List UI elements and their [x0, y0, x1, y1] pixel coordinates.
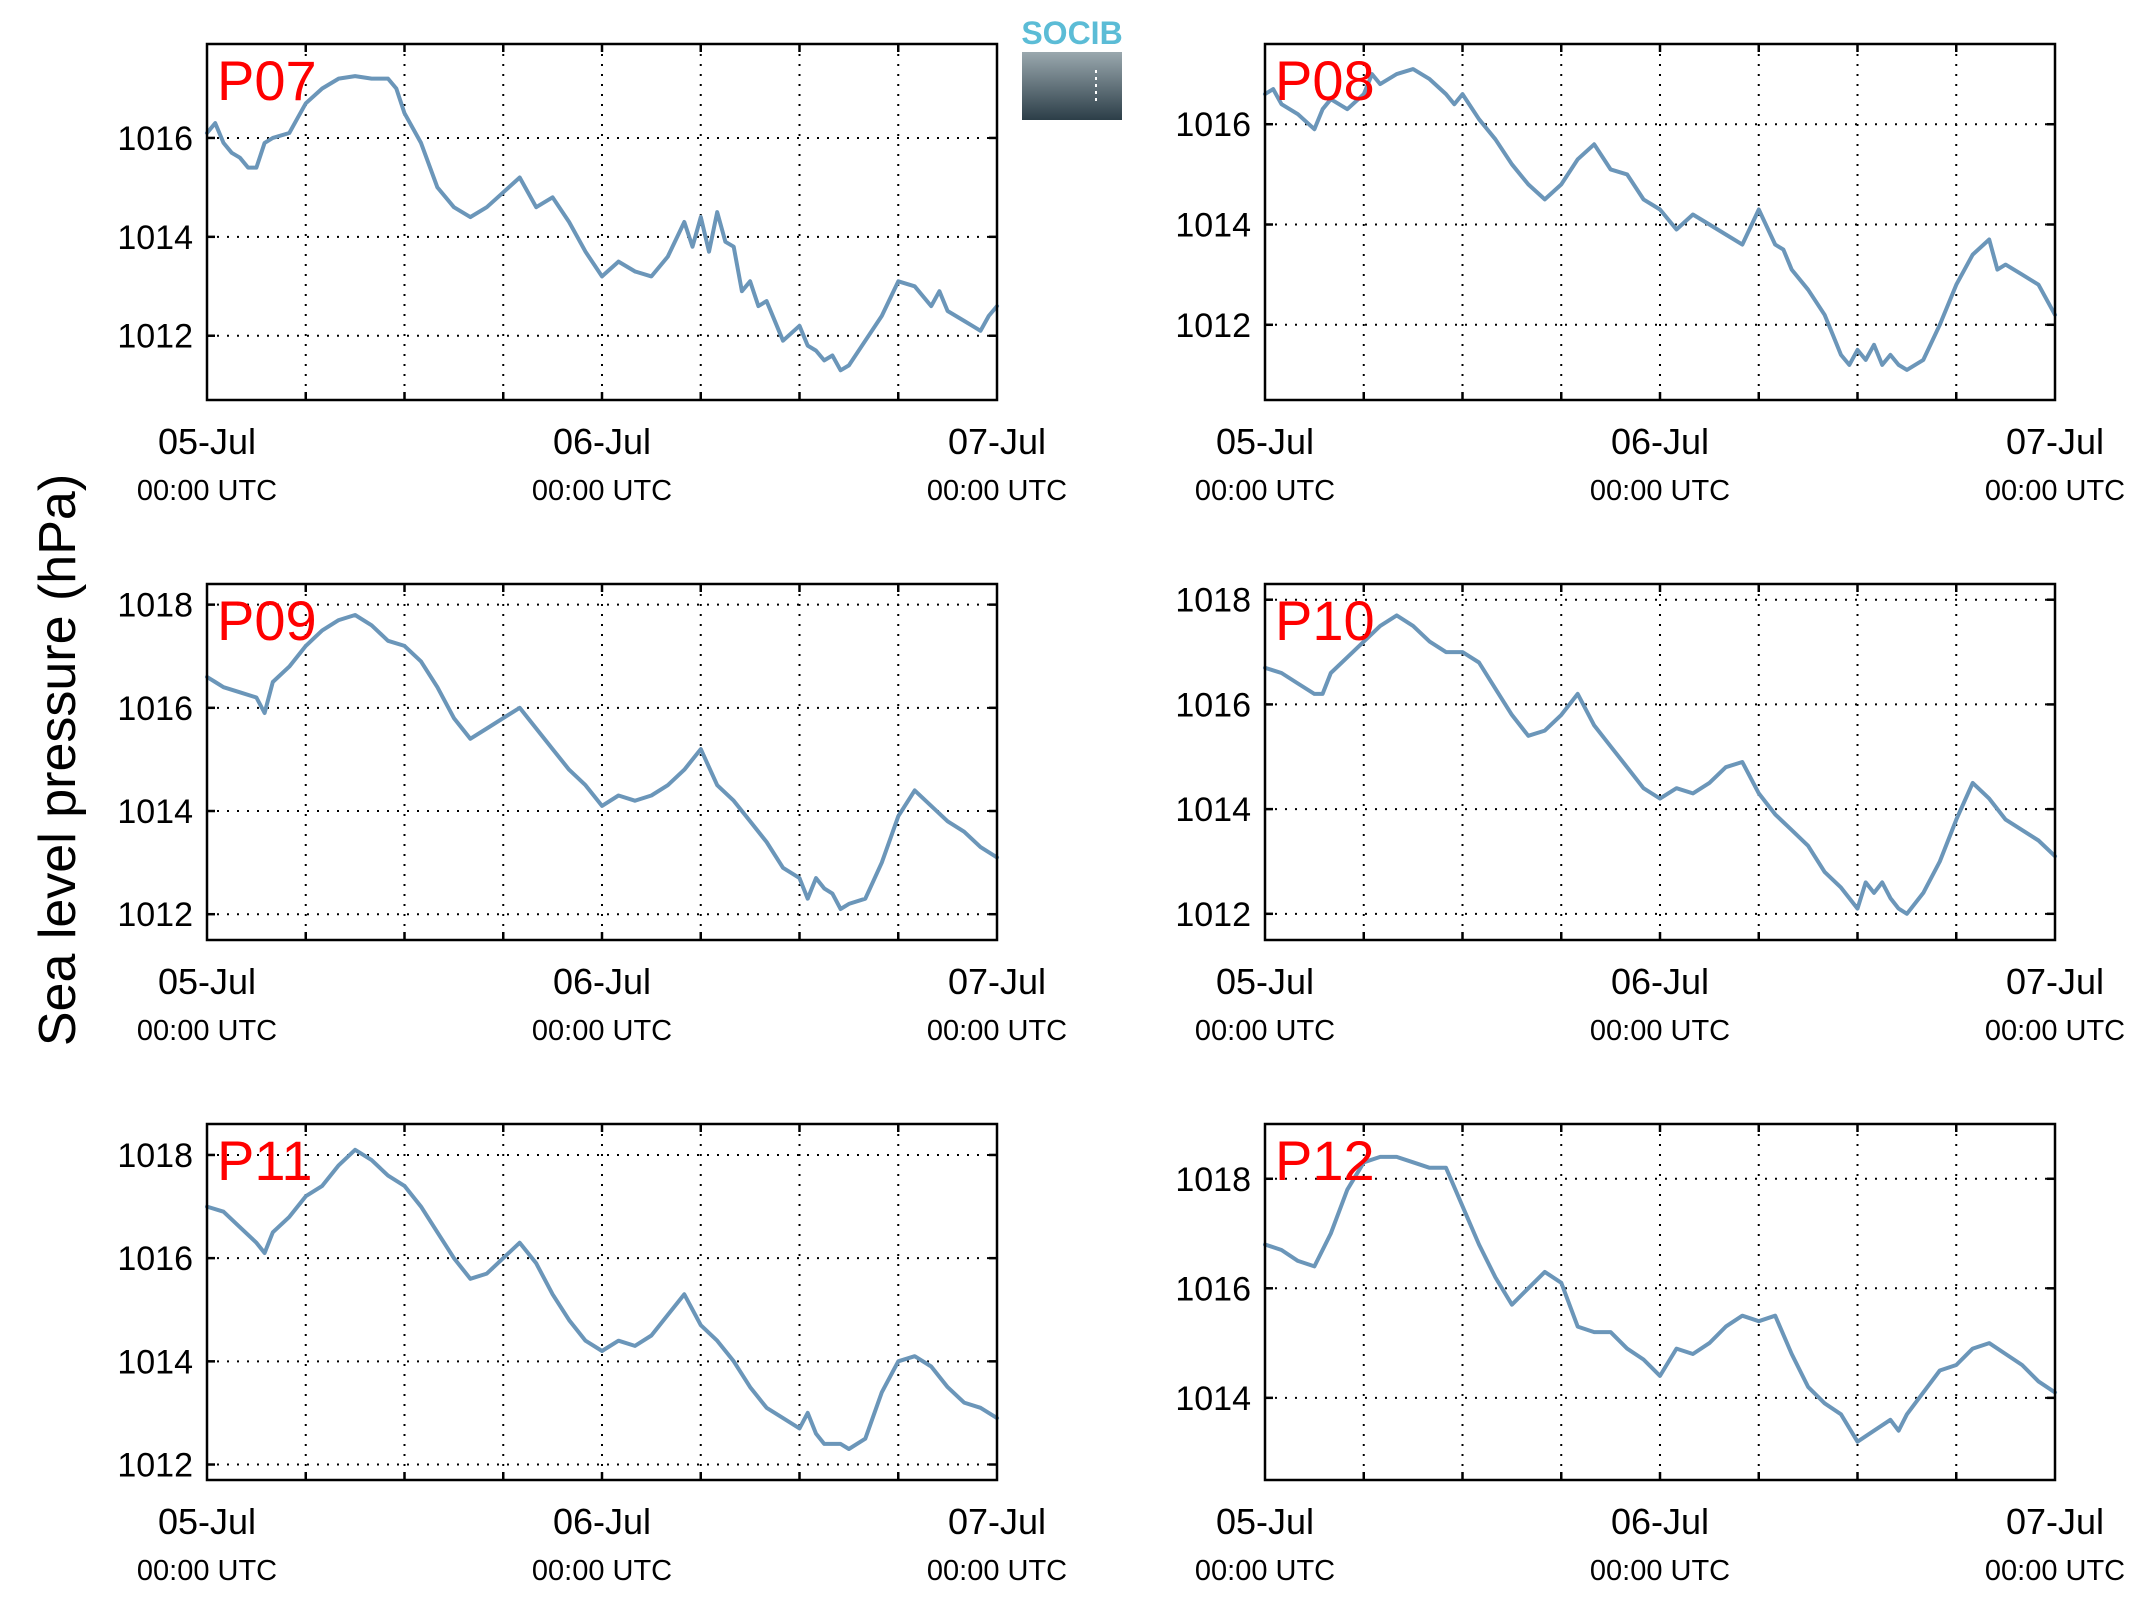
plot-frame	[1263, 42, 2057, 402]
x-tick-time-label: 00:00 UTC	[1195, 1015, 1335, 1047]
y-tick-label: 1014	[1175, 791, 1251, 829]
x-tick-date-label: 07-Jul	[948, 421, 1046, 462]
x-tick-date-label: 06-Jul	[553, 1501, 651, 1542]
y-tick-label: 1012	[1175, 896, 1251, 934]
panel-p10: 1012 1014 1016 1018 05-Jul 00:00 UTC 06-Jul 00:…	[1175, 582, 2125, 1047]
x-tick-date-label: 07-Jul	[948, 961, 1046, 1002]
x-tick-date-label: 07-Jul	[2006, 421, 2104, 462]
plot-frame	[205, 42, 999, 402]
x-tick-time-label: 00:00 UTC	[1985, 1555, 2125, 1587]
x-tick-time-label: 00:00 UTC	[927, 1555, 1067, 1587]
panel-p11: 1012 1014 1016 1018 05-Jul 00:00 UTC 06-Jul 00:…	[117, 1122, 1067, 1587]
y-tick-label: 1014	[1175, 207, 1251, 245]
x-tick-time-label: 00:00 UTC	[1195, 1555, 1335, 1587]
plot-frame	[1263, 582, 2057, 942]
y-tick-label: 1018	[117, 587, 193, 625]
y-tick-label: 1012	[117, 318, 193, 356]
plot-frame	[1263, 1122, 2057, 1482]
pressure-line-p12	[1263, 1154, 2057, 1444]
y-tick-label: 1012	[1175, 307, 1251, 345]
panel-p07: 1012 1014 1016 05-Jul 00:00 UTC 06-Jul 00:00 U…	[117, 42, 1067, 507]
x-tick-date-label: 06-Jul	[1611, 961, 1709, 1002]
x-tick-date-label: 05-Jul	[1216, 1501, 1314, 1542]
x-tick-time-label: 00:00 UTC	[1985, 1015, 2125, 1047]
x-tick-date-label: 06-Jul	[1611, 421, 1709, 462]
y-tick-label: 1016	[1175, 106, 1251, 144]
x-tick-time-label: 00:00 UTC	[1985, 475, 2125, 507]
x-tick-time-label: 00:00 UTC	[137, 475, 277, 507]
y-tick-label: 1018	[1175, 582, 1251, 620]
panel-p09: 1012 1014 1016 1018 05-Jul 00:00 UTC 06-Jul 00:…	[117, 582, 1067, 1047]
y-tick-label: 1014	[117, 219, 193, 257]
station-label: P08	[1275, 49, 1375, 112]
x-tick-time-label: 00:00 UTC	[927, 475, 1067, 507]
y-tick-label: 1016	[1175, 1270, 1251, 1308]
pressure-line-p09	[205, 613, 999, 911]
pressure-line-p11	[205, 1147, 999, 1451]
plot-frame	[205, 1122, 999, 1482]
x-tick-time-label: 00:00 UTC	[137, 1015, 277, 1047]
y-tick-label: 1012	[117, 1447, 193, 1485]
socib-logo-text: SOCIB	[1021, 15, 1122, 51]
x-tick-time-label: 00:00 UTC	[532, 1015, 672, 1047]
x-tick-time-label: 00:00 UTC	[1590, 475, 1730, 507]
station-label: P09	[217, 589, 317, 652]
panel-p12: 1014 1016 1018 05-Jul 00:00 UTC 06-Jul 00:00 U…	[1175, 1122, 2125, 1587]
x-tick-time-label: 00:00 UTC	[532, 1555, 672, 1587]
plot-frame	[205, 582, 999, 942]
y-axis-label: Sea level pressure (hPa)	[29, 474, 87, 1046]
x-tick-time-label: 00:00 UTC	[1195, 475, 1335, 507]
x-tick-time-label: 00:00 UTC	[1590, 1015, 1730, 1047]
y-tick-label: 1018	[117, 1137, 193, 1175]
y-tick-label: 1014	[117, 793, 193, 831]
y-tick-label: 1016	[1175, 686, 1251, 724]
station-label: P07	[217, 49, 317, 112]
x-tick-date-label: 06-Jul	[1611, 1501, 1709, 1542]
y-tick-label: 1014	[1175, 1380, 1251, 1418]
x-tick-date-label: 05-Jul	[1216, 421, 1314, 462]
pressure-line-p08	[1263, 67, 2057, 372]
y-tick-label: 1012	[117, 896, 193, 934]
y-tick-label: 1016	[117, 120, 193, 158]
y-tick-label: 1014	[117, 1343, 193, 1381]
pressure-line-p07	[205, 74, 999, 373]
y-tick-label: 1018	[1175, 1161, 1251, 1199]
x-tick-date-label: 07-Jul	[2006, 961, 2104, 1002]
x-tick-date-label: 07-Jul	[948, 1501, 1046, 1542]
station-label: P10	[1275, 589, 1375, 652]
x-tick-date-label: 05-Jul	[158, 1501, 256, 1542]
x-tick-date-label: 07-Jul	[2006, 1501, 2104, 1542]
x-tick-date-label: 06-Jul	[553, 421, 651, 462]
pressure-line-p10	[1263, 613, 2057, 916]
x-tick-date-label: 05-Jul	[1216, 961, 1314, 1002]
station-label: P12	[1275, 1129, 1375, 1192]
x-tick-date-label: 05-Jul	[158, 961, 256, 1002]
x-tick-time-label: 00:00 UTC	[1590, 1555, 1730, 1587]
x-tick-time-label: 00:00 UTC	[137, 1555, 277, 1587]
y-tick-label: 1016	[117, 1240, 193, 1278]
panel-p08: 1012 1014 1016 05-Jul 00:00 UTC 06-Jul 00:00 U…	[1175, 42, 2125, 507]
x-tick-time-label: 00:00 UTC	[927, 1015, 1067, 1047]
x-tick-time-label: 00:00 UTC	[532, 475, 672, 507]
station-label: P11	[217, 1129, 312, 1192]
y-tick-label: 1016	[117, 690, 193, 728]
x-tick-date-label: 05-Jul	[158, 421, 256, 462]
socib-logo: SOCIB	[1021, 15, 1123, 120]
x-tick-date-label: 06-Jul	[553, 961, 651, 1002]
